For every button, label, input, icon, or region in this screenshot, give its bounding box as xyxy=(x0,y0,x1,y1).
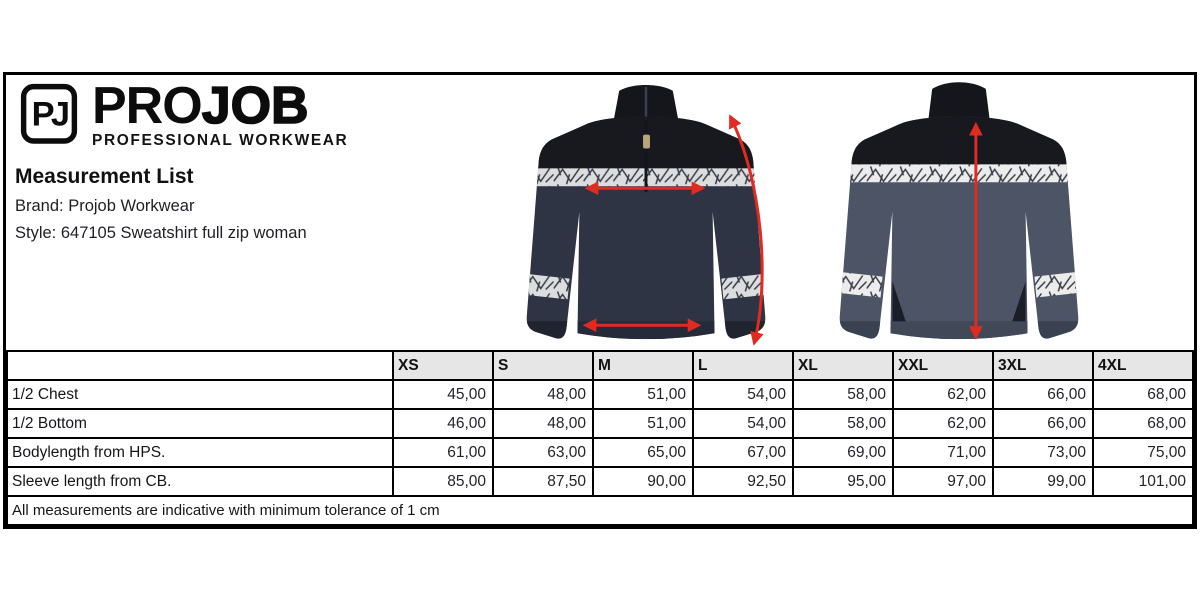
measurement-value: 65,00 xyxy=(592,437,694,468)
measurement-value: 85,00 xyxy=(392,466,494,497)
back-sleeve-band-left xyxy=(839,271,883,298)
measurement-value: 51,00 xyxy=(592,379,694,410)
measurement-value: 58,00 xyxy=(792,379,894,410)
back-reflective-band xyxy=(839,164,1079,183)
measurement-value: 62,00 xyxy=(892,408,994,439)
measurement-value: 101,00 xyxy=(1092,466,1194,497)
size-header-xxl: XXL xyxy=(892,350,994,381)
size-header-4xl: 4XL xyxy=(1092,350,1194,381)
style-line: Style: 647105 Sweatshirt full zip woman xyxy=(15,224,307,242)
sweatshirt-front-image xyxy=(493,77,798,360)
table-row-bottom: 1/2 Bottom 46,00 48,00 51,00 54,00 58,00… xyxy=(6,408,1194,439)
front-sleeve-band-left xyxy=(526,273,570,300)
measurement-value: 95,00 xyxy=(792,466,894,497)
measurement-value: 51,00 xyxy=(592,408,694,439)
back-side-panel-right xyxy=(1009,281,1026,334)
back-cuff-left xyxy=(839,321,883,340)
measurement-value: 63,00 xyxy=(492,437,594,468)
measurement-value: 66,00 xyxy=(992,379,1094,410)
back-cuff-right xyxy=(1034,321,1079,340)
measurement-value: 68,00 xyxy=(1092,379,1194,410)
measurement-value: 48,00 xyxy=(492,408,594,439)
svg-text:PJ: PJ xyxy=(32,96,68,134)
row-label: 1/2 Chest xyxy=(6,379,394,410)
size-header-row: XS S M L XL XXL 3XL 4XL xyxy=(6,350,1194,381)
measurement-value: 66,00 xyxy=(992,408,1094,439)
corner-cell xyxy=(6,350,394,381)
zipper-pull-icon xyxy=(643,134,650,149)
projob-monogram-icon: PJ xyxy=(20,83,78,145)
measurement-value: 75,00 xyxy=(1092,437,1194,468)
measurement-value: 68,00 xyxy=(1092,408,1194,439)
brand-tagline: PROFESSIONAL WORKWEAR xyxy=(92,132,349,149)
front-cuff-right xyxy=(721,321,766,340)
size-header-s: S xyxy=(492,350,594,381)
measurement-value: 67,00 xyxy=(692,437,794,468)
measurement-value: 99,00 xyxy=(992,466,1094,497)
front-zipper xyxy=(644,120,648,193)
measurement-value: 46,00 xyxy=(392,408,494,439)
back-collar xyxy=(928,82,990,121)
measurement-value: 62,00 xyxy=(892,379,994,410)
measurement-value: 54,00 xyxy=(692,379,794,410)
tolerance-note: All measurements are indicative with min… xyxy=(6,495,1194,526)
measurement-value: 54,00 xyxy=(692,408,794,439)
back-sleeve-band-right xyxy=(1034,271,1079,298)
measurement-value: 69,00 xyxy=(792,437,894,468)
sleeve-measure-arrow xyxy=(729,114,764,346)
measurement-value: 73,00 xyxy=(992,437,1094,468)
size-header-xl: XL xyxy=(792,350,894,381)
measurement-value: 48,00 xyxy=(492,379,594,410)
brand-logo: PJ PROJOB PROFESSIONAL WORKWEAR xyxy=(20,77,349,149)
measurement-table: XS S M L XL XXL 3XL 4XL 1/2 Chest 45,00 … xyxy=(6,350,1194,526)
measurement-value: 92,50 xyxy=(692,466,794,497)
size-header-m: M xyxy=(592,350,694,381)
measurement-value: 61,00 xyxy=(392,437,494,468)
back-hem xyxy=(890,321,1028,340)
measurement-value: 97,00 xyxy=(892,466,994,497)
table-footnote-row: All measurements are indicative with min… xyxy=(6,495,1194,526)
size-header-xs: XS xyxy=(392,350,494,381)
row-label: Bodylength from HPS. xyxy=(6,437,394,468)
row-label: 1/2 Bottom xyxy=(6,408,394,439)
measurement-value: 45,00 xyxy=(392,379,494,410)
measurement-value: 87,50 xyxy=(492,466,594,497)
table-row-chest: 1/2 Chest 45,00 48,00 51,00 54,00 58,00 … xyxy=(6,379,1194,410)
measurement-value: 90,00 xyxy=(592,466,694,497)
page-title: Measurement List xyxy=(15,165,194,188)
table-row-sleeve: Sleeve length from CB. 85,00 87,50 90,00… xyxy=(6,466,1194,497)
table-row-bodylength: Bodylength from HPS. 61,00 63,00 65,00 6… xyxy=(6,437,1194,468)
sweatshirt-back-image xyxy=(806,77,1111,360)
size-header-l: L xyxy=(692,350,794,381)
measurement-value: 58,00 xyxy=(792,408,894,439)
back-side-panel-left xyxy=(892,281,909,334)
measurement-value: 71,00 xyxy=(892,437,994,468)
row-label: Sleeve length from CB. xyxy=(6,466,394,497)
front-cuff-left xyxy=(526,321,570,340)
brand-wordmark: PROJOB xyxy=(92,77,309,135)
size-header-3xl: 3XL xyxy=(992,350,1094,381)
brand-line: Brand: Projob Workwear xyxy=(15,197,195,215)
measurement-sheet: PJ PROJOB PROFESSIONAL WORKWEAR Measurem… xyxy=(3,72,1197,529)
